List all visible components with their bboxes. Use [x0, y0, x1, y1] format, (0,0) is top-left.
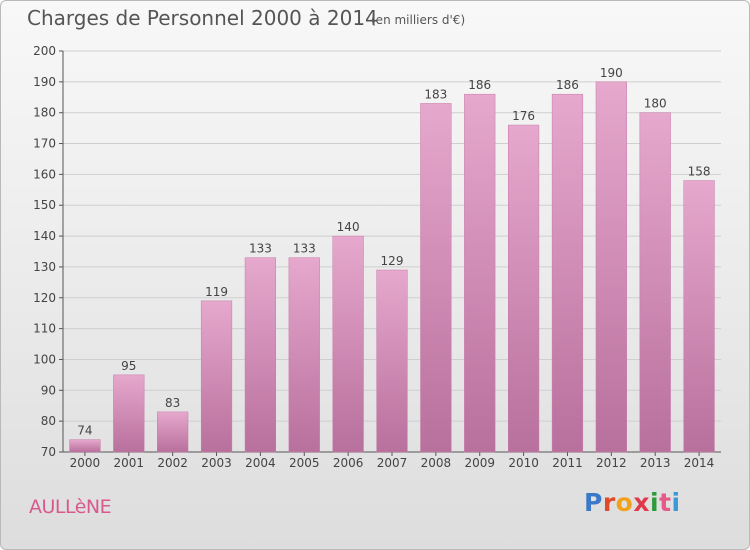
y-tick-label: 170 [33, 137, 56, 151]
place-name: AULLèNE [29, 496, 112, 518]
bar [69, 439, 101, 453]
bar-value-label: 95 [121, 359, 136, 373]
bar-value-label: 158 [688, 165, 711, 179]
x-tick-label: 2006 [333, 456, 364, 470]
bar-value-label: 180 [644, 97, 667, 111]
bar-value-label: 133 [293, 242, 316, 256]
bar-value-label: 176 [512, 109, 535, 123]
x-tick-label: 2014 [684, 456, 715, 470]
bar-layer [69, 81, 715, 453]
bar-value-label: 133 [249, 242, 272, 256]
proxiti-logo: Proxiti [584, 488, 681, 517]
bar-value-label: 129 [381, 254, 404, 268]
bar-value-label: 74 [77, 424, 92, 438]
bar-value-label: 140 [337, 220, 360, 234]
bar [639, 112, 671, 453]
x-tick-label: 2008 [421, 456, 452, 470]
bar [551, 93, 584, 453]
x-tick-label: 2005 [289, 456, 320, 470]
x-tick-label: 2013 [640, 456, 671, 470]
y-tick-label: 90 [41, 383, 56, 397]
x-tick-label: 2010 [508, 456, 539, 470]
logo-letter: o [615, 488, 634, 517]
y-tick-label: 80 [41, 414, 56, 428]
bar [683, 180, 715, 453]
bar [595, 81, 627, 453]
y-tick-label: 130 [33, 260, 56, 274]
x-tick-label: 2000 [70, 456, 101, 470]
bar-value-label: 186 [556, 78, 579, 92]
y-tick-label: 110 [33, 322, 56, 336]
logo-letter: r [602, 488, 616, 517]
x-tick-label: 2011 [552, 456, 583, 470]
y-tick-label: 100 [33, 352, 56, 366]
x-tick-label: 2002 [157, 456, 188, 470]
bar [288, 257, 320, 453]
bar-value-label: 119 [205, 285, 228, 299]
y-tick-label: 150 [33, 198, 56, 212]
bar [464, 93, 496, 453]
y-tick-label: 160 [33, 167, 56, 181]
logo-letter: x [633, 488, 650, 517]
chart-subtitle: (en milliers d'€) [371, 13, 466, 27]
logo-letter: i [650, 488, 660, 517]
logo-letter: t [659, 488, 672, 517]
bar [332, 235, 364, 453]
bar-value-label: 183 [424, 87, 447, 101]
logo-letter: P [584, 488, 603, 517]
bar [113, 374, 145, 453]
y-tick-label: 200 [33, 44, 56, 58]
bar [507, 124, 540, 453]
bar-value-label: 190 [600, 66, 623, 80]
bar [200, 300, 233, 453]
y-tick-label: 120 [33, 291, 56, 305]
y-tick-label: 180 [33, 106, 56, 120]
bar [420, 103, 452, 453]
x-tick-label: 2003 [201, 456, 232, 470]
x-tick-label: 2007 [377, 456, 408, 470]
x-tick-label: 2001 [114, 456, 145, 470]
y-tick-label: 70 [41, 445, 56, 459]
x-tick-label: 2004 [245, 456, 276, 470]
chart-title: Charges de Personnel 2000 à 2014 [27, 6, 378, 30]
bar-value-label: 83 [165, 396, 180, 410]
bar [157, 411, 189, 453]
bar [244, 257, 277, 453]
label-layer: 74 2000 95 2001 83 2002 119 2003 133 2004 133 2005 1… [70, 66, 715, 470]
bar [376, 269, 408, 453]
bar-value-label: 186 [468, 78, 491, 92]
y-tick-label: 190 [33, 75, 56, 89]
logo-letter: i [671, 488, 681, 517]
y-tick-label: 140 [33, 229, 56, 243]
x-tick-label: 2009 [464, 456, 495, 470]
x-tick-label: 2012 [596, 456, 627, 470]
